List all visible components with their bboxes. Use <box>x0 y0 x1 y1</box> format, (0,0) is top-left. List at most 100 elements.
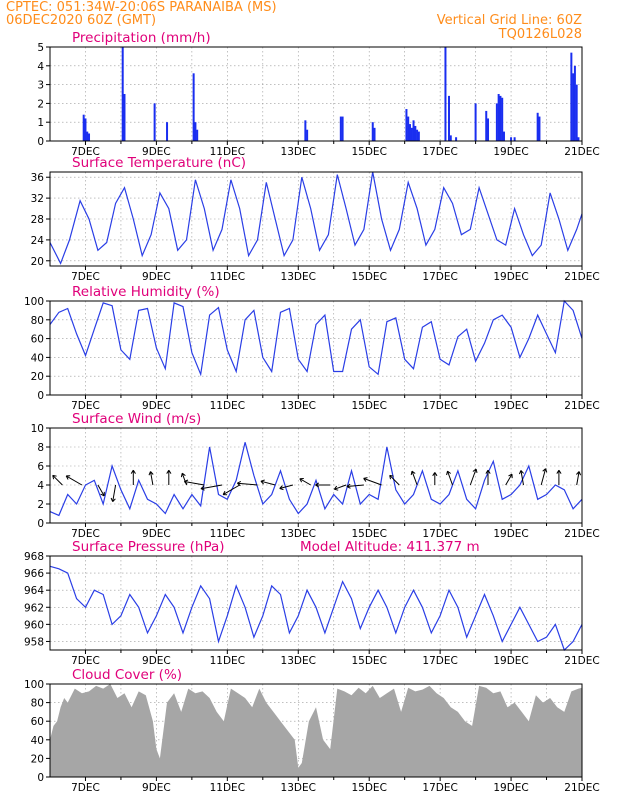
y-tick-label: 10 <box>31 423 44 435</box>
wind-panel-title: Surface Wind (m/s) <box>72 411 201 427</box>
y-tick-label: 100 <box>24 679 44 691</box>
x-tick-label: 17DEC <box>422 400 457 412</box>
y-tick-label: 1 <box>37 117 44 129</box>
precip-bar <box>405 109 408 141</box>
precip-bar <box>501 97 504 141</box>
precip-bar <box>306 129 309 141</box>
pressure-series-line <box>49 565 583 652</box>
y-tick-label: 20 <box>31 256 44 268</box>
x-tick-label: 7DEC <box>71 271 100 283</box>
precip-bar <box>495 103 498 141</box>
wind-vector-arrow <box>299 478 311 486</box>
x-tick-label: 11DEC <box>210 271 245 283</box>
x-tick-label: 7DEC <box>71 146 100 158</box>
x-tick-label: 13DEC <box>281 782 316 794</box>
rh-series-line <box>49 299 583 377</box>
precip-bar <box>502 131 505 141</box>
x-tick-label: 9DEC <box>142 400 171 412</box>
wind-vector-arrow <box>315 482 331 488</box>
wind-vector-arrow <box>540 468 548 486</box>
wind-vector-arrow <box>556 469 562 485</box>
wind-vector-arrow <box>279 484 294 491</box>
cloud-cover-area <box>50 684 582 777</box>
y-tick-label: 964 <box>24 585 44 597</box>
x-tick-label: 11DEC <box>210 528 245 540</box>
x-tick-label: 13DEC <box>281 528 316 540</box>
precip-bar <box>166 122 169 141</box>
y-tick-label: 8 <box>37 442 44 454</box>
wind-vector-arrow <box>505 473 513 486</box>
wind-vector-arrow <box>260 479 276 486</box>
rh-panel-title: Relative Humidity (%) <box>72 284 220 300</box>
panel-pressure: 958 960 962 964 966 968 7DEC 9DEC 11DEC 13DEC 15DE… <box>24 539 600 667</box>
y-tick-label: 24 <box>31 235 45 247</box>
header-run-time: 06DEC2020 60Z (GMT) <box>6 13 157 28</box>
y-tick-label: 968 <box>24 551 44 563</box>
y-tick-label: 28 <box>31 214 44 226</box>
pressure-panel-annotation: Model Altitude: 411.377 m <box>300 539 480 555</box>
precip-bar <box>474 103 477 141</box>
precip-bar <box>416 129 419 141</box>
wind-vector-arrow <box>576 471 582 486</box>
x-tick-label: 19DEC <box>493 400 528 412</box>
x-tick-label: 15DEC <box>351 528 386 540</box>
precip-bar <box>410 127 413 141</box>
panel-precip: 0 1 2 3 4 5 7DEC 9DEC 11DEC 13DEC 15DEC 17DEC 19DEC 2… <box>37 30 599 158</box>
precip-bar <box>538 116 541 141</box>
wind-vector-arrow <box>236 480 258 487</box>
precip-bar <box>499 95 502 141</box>
wind-vector-arrow <box>446 470 453 486</box>
pressure-plot-frame <box>49 555 583 651</box>
precip-bar <box>339 116 342 141</box>
wind-vector-arrow <box>65 475 83 486</box>
precip-bar <box>407 116 410 141</box>
y-tick-label: 966 <box>24 568 44 580</box>
x-tick-label: 11DEC <box>210 782 245 794</box>
wind-vector-arrow <box>130 469 136 485</box>
wind-vector-arrow <box>410 470 418 486</box>
precip-bar <box>373 127 376 141</box>
y-tick-label: 80 <box>31 698 44 710</box>
x-tick-label: 9DEC <box>142 782 171 794</box>
x-tick-label: 7DEC <box>71 528 100 540</box>
wind-vector-arrow <box>333 484 347 491</box>
y-tick-label: 100 <box>24 296 44 308</box>
wind-vector-arrow <box>222 484 240 496</box>
precip-bar <box>497 94 500 141</box>
y-tick-label: 0 <box>37 518 44 530</box>
wind-vector-arrow <box>469 468 478 486</box>
precip-bar <box>153 103 156 141</box>
temp-panel-title: Surface Temperature (nC) <box>72 155 246 171</box>
x-tick-label: 7DEC <box>71 782 100 794</box>
precip-bar <box>86 131 89 141</box>
wind-vector-arrow <box>110 484 117 503</box>
precip-bar <box>304 120 307 141</box>
y-tick-label: 20 <box>31 753 44 765</box>
wind-vector-arrow <box>183 479 205 486</box>
cloud-panel-title: Cloud Cover (%) <box>72 667 182 683</box>
y-tick-label: 5 <box>37 42 44 54</box>
precip-bar <box>408 124 411 141</box>
x-tick-label: 15DEC <box>351 400 386 412</box>
precip-bar <box>510 137 513 141</box>
precip-bar <box>371 122 374 141</box>
wind-vector-arrow <box>485 469 491 485</box>
y-tick-label: 6 <box>37 461 44 473</box>
panel-rh: 0 20 40 60 80 100 7DEC 9DEC 11DEC 13DEC 15DEC 17DEC… <box>24 284 600 412</box>
x-tick-label: 7DEC <box>71 400 100 412</box>
x-tick-label: 15DEC <box>351 271 386 283</box>
y-tick-label: 60 <box>31 334 44 346</box>
precip-bar <box>513 137 516 141</box>
x-tick-label: 11DEC <box>210 146 245 158</box>
precip-bar <box>455 137 458 141</box>
precip-bar <box>341 116 344 141</box>
x-tick-label: 21DEC <box>564 655 599 667</box>
x-tick-label: 9DEC <box>142 655 171 667</box>
precip-panel-title: Precipitation (mm/h) <box>72 30 211 46</box>
x-tick-label: 19DEC <box>493 528 528 540</box>
header-grid-line: Vertical Grid Line: 60Z <box>436 13 582 28</box>
x-tick-label: 21DEC <box>564 528 599 540</box>
y-tick-label: 20 <box>31 371 44 383</box>
precip-bar <box>196 129 199 141</box>
